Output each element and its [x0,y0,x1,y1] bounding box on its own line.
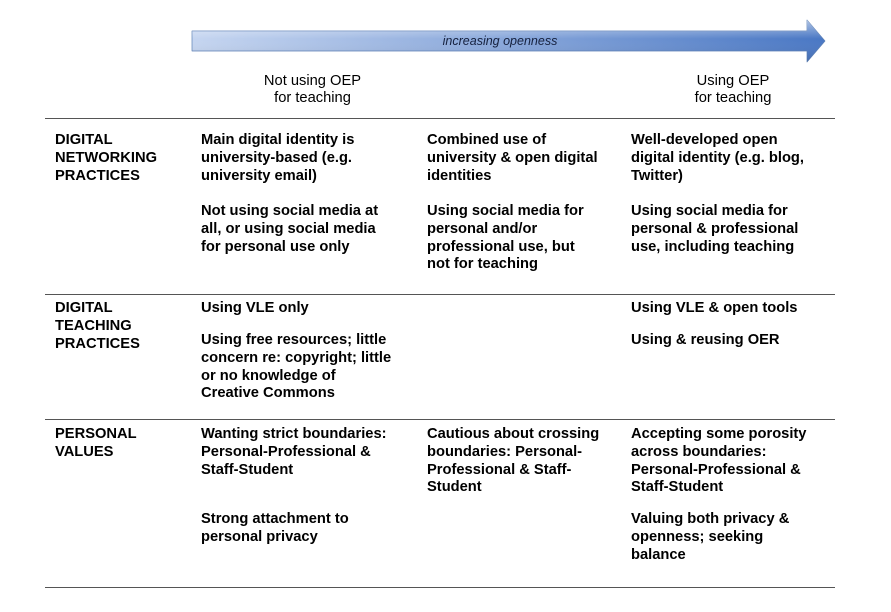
svg-text:increasing openness: increasing openness [443,34,558,48]
